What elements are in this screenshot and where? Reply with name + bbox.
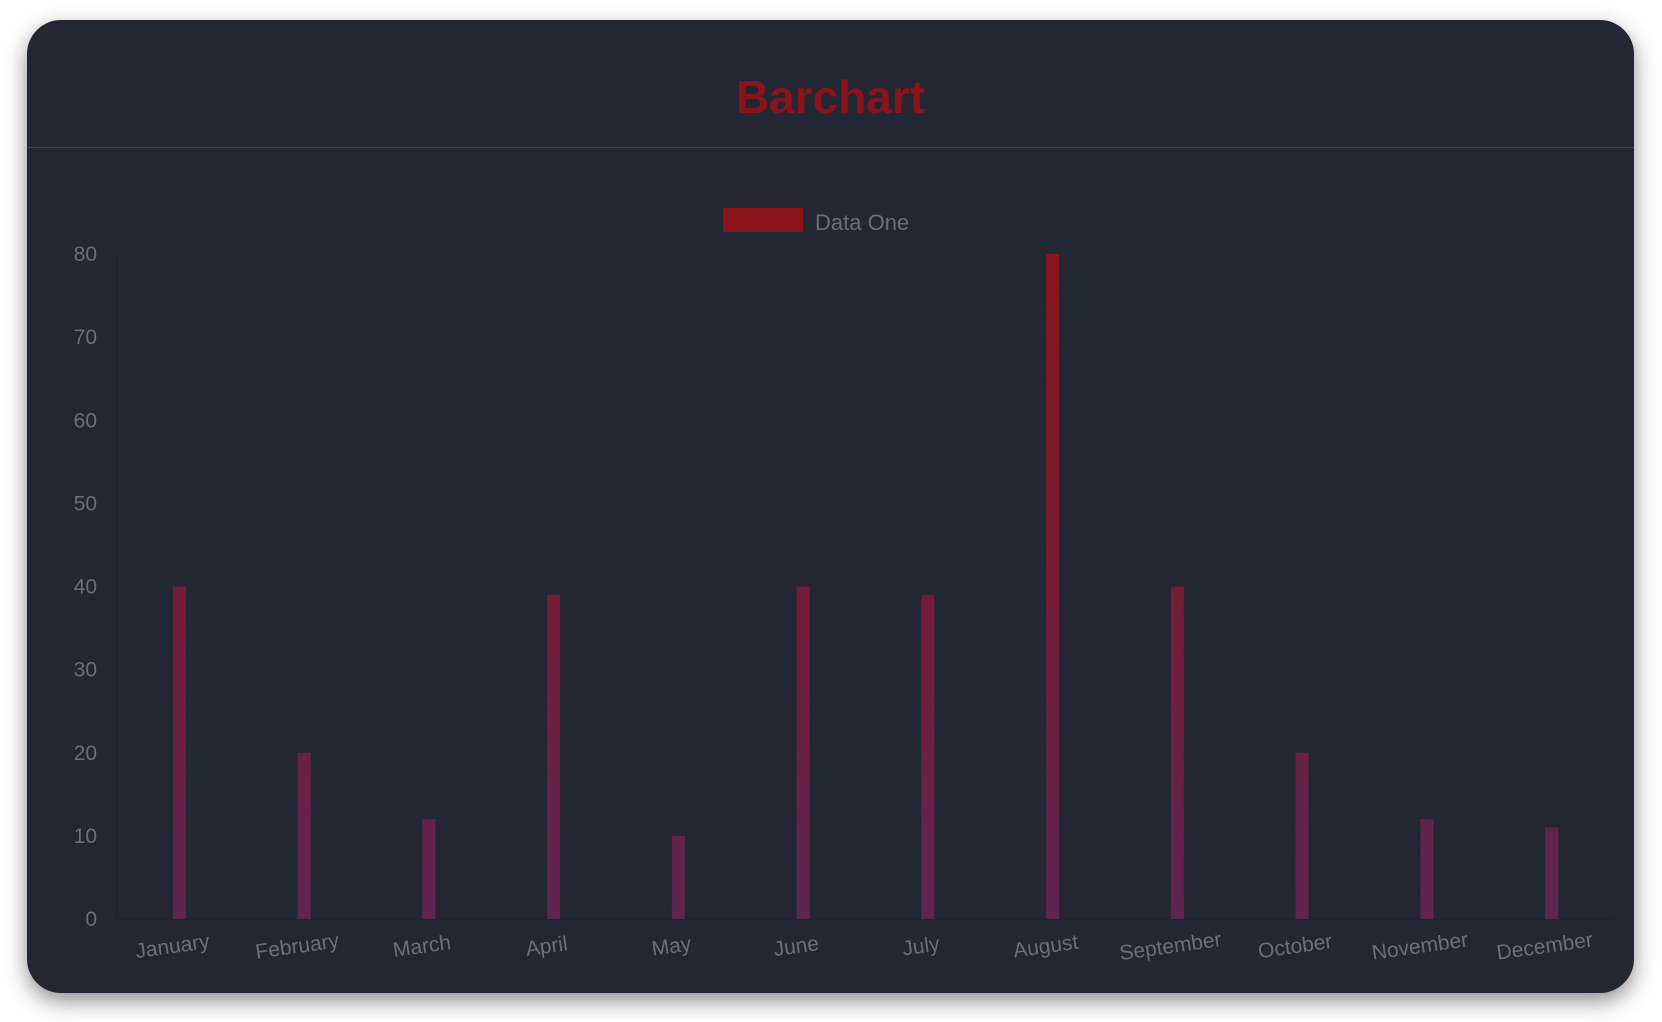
x-tick-label: September bbox=[1118, 928, 1223, 965]
x-tick-label: April bbox=[524, 932, 569, 961]
bar-may bbox=[671, 835, 685, 919]
x-tick-label: March bbox=[391, 931, 452, 962]
x-tick-label: November bbox=[1370, 928, 1469, 964]
y-tick-label: 10 bbox=[74, 825, 97, 848]
header-divider bbox=[27, 147, 1634, 148]
legend-label: Data One bbox=[815, 210, 909, 235]
x-tick-label: October bbox=[1257, 930, 1334, 963]
x-tick-label: May bbox=[650, 932, 693, 960]
y-tick-label: 20 bbox=[74, 742, 97, 765]
chart-title: Barchart bbox=[735, 71, 926, 123]
bar-august bbox=[1046, 254, 1060, 919]
y-tick-label: 40 bbox=[74, 576, 97, 599]
x-tick-label: June bbox=[772, 932, 820, 961]
x-tick-label: December bbox=[1495, 928, 1594, 964]
bar-january bbox=[172, 586, 186, 919]
bar-september bbox=[1170, 586, 1184, 919]
y-tick-label: 0 bbox=[85, 908, 97, 931]
bar-march bbox=[422, 819, 436, 919]
x-tick-label: February bbox=[254, 929, 341, 964]
bar-april bbox=[547, 594, 561, 919]
chart-card: Barchart bbox=[27, 20, 1634, 993]
bar-june bbox=[796, 586, 810, 919]
y-tick-label: 30 bbox=[74, 659, 97, 682]
x-tick-label: August bbox=[1012, 931, 1080, 963]
bar-december bbox=[1545, 827, 1559, 919]
legend-swatch bbox=[723, 208, 803, 232]
bar-november bbox=[1420, 819, 1434, 919]
bar-october bbox=[1295, 752, 1309, 919]
y-tick-label: 80 bbox=[74, 243, 97, 266]
bar-july bbox=[921, 594, 935, 919]
bar-february bbox=[297, 752, 311, 919]
x-tick-label: January bbox=[134, 930, 212, 963]
x-tick-label: July bbox=[901, 933, 942, 961]
y-tick-label: 70 bbox=[74, 326, 97, 349]
y-tick-label: 60 bbox=[74, 409, 97, 432]
y-tick-label: 50 bbox=[74, 492, 97, 515]
